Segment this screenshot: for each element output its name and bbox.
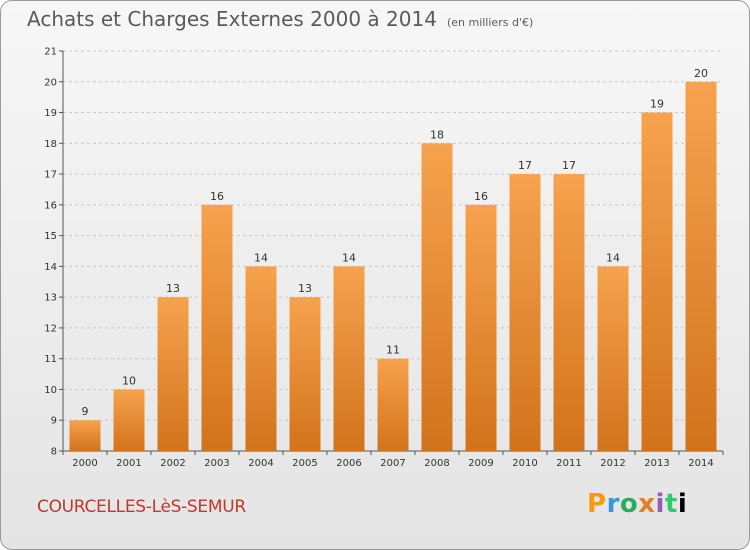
data-label: 10: [122, 374, 136, 387]
y-tick-label: 17: [44, 170, 57, 181]
bar: [245, 266, 277, 451]
y-tick-label: 15: [44, 231, 57, 242]
proxiti-logo[interactable]: Proxiti: [587, 489, 687, 519]
x-tick-label: 2012: [600, 458, 625, 469]
x-tick-label: 2013: [644, 458, 669, 469]
bar: [641, 112, 673, 452]
data-label: 17: [518, 159, 532, 172]
x-tick-label: 2005: [292, 458, 317, 469]
x-tick-label: 2011: [556, 458, 581, 469]
data-label: 16: [210, 190, 224, 203]
logo-letter: i: [677, 489, 688, 519]
data-label: 18: [430, 128, 444, 141]
x-tick-label: 2001: [116, 458, 141, 469]
x-tick-label: 2009: [468, 458, 493, 469]
chart-title: Achats et Charges Externes 2000 à 2014 (e…: [27, 7, 533, 31]
bar: [157, 297, 189, 451]
data-label: 13: [166, 282, 180, 295]
data-label: 16: [474, 190, 488, 203]
bar: [113, 389, 145, 451]
bar: [509, 174, 541, 452]
data-label: 13: [298, 282, 312, 295]
data-label: 14: [606, 251, 620, 264]
data-label: 14: [254, 251, 268, 264]
bar: [685, 81, 717, 452]
x-tick-label: 2000: [72, 458, 97, 469]
x-tick-label: 2008: [424, 458, 449, 469]
bar: [69, 420, 101, 451]
bar: [421, 143, 453, 452]
x-tick-label: 2004: [248, 458, 273, 469]
data-label: 17: [562, 159, 576, 172]
data-label: 20: [694, 67, 708, 80]
bar: [289, 297, 321, 451]
bar: [553, 174, 585, 452]
y-tick-label: 20: [44, 77, 57, 88]
data-label: 19: [650, 98, 664, 111]
y-tick-label: 8: [51, 447, 57, 458]
logo-letter: r: [606, 489, 620, 519]
x-tick-label: 2002: [160, 458, 185, 469]
y-tick-label: 16: [44, 200, 57, 211]
x-tick-label: 2006: [336, 458, 361, 469]
y-tick-label: 19: [44, 108, 57, 119]
chart-title-text: Achats et Charges Externes 2000 à 2014: [27, 7, 437, 31]
data-label: 14: [342, 251, 356, 264]
y-tick-label: 18: [44, 139, 57, 150]
y-tick-label: 12: [44, 323, 57, 334]
y-tick-label: 10: [44, 385, 57, 396]
x-tick-label: 2003: [204, 458, 229, 469]
data-label: 9: [82, 405, 89, 418]
y-tick-label: 13: [44, 293, 57, 304]
bar: [597, 266, 629, 451]
y-tick-label: 21: [44, 47, 57, 58]
data-label: 11: [386, 344, 400, 357]
chart-unit: (en milliers d'€): [446, 16, 534, 29]
bar: [465, 204, 497, 451]
logo-letter: o: [619, 489, 639, 519]
logo-letter: i: [655, 489, 665, 519]
logo-letter: P: [587, 489, 607, 519]
y-tick-label: 14: [44, 262, 57, 273]
logo-letter: x: [638, 489, 656, 519]
y-tick-label: 11: [44, 354, 57, 365]
bar: [201, 204, 233, 451]
bar: [377, 358, 409, 451]
x-tick-label: 2010: [512, 458, 537, 469]
x-tick-label: 2014: [688, 458, 713, 469]
bar: [333, 266, 365, 451]
logo-letter: t: [664, 489, 678, 519]
x-tick-label: 2007: [380, 458, 405, 469]
y-tick-label: 9: [51, 416, 57, 427]
place-name: COURCELLES-LèS-SEMUR: [37, 497, 246, 517]
